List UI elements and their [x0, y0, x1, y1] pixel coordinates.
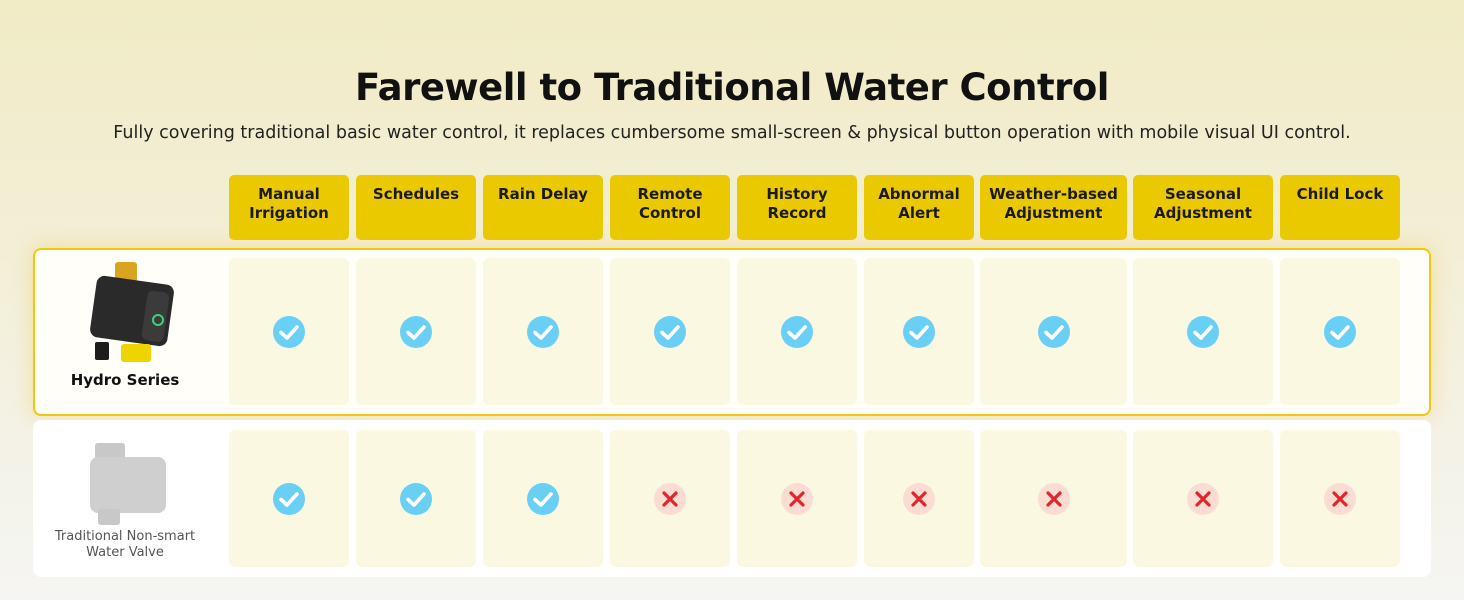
- cell: [483, 258, 603, 405]
- check-circle: [273, 315, 305, 348]
- column-header: History Record: [737, 175, 857, 240]
- check-icon: [1324, 315, 1356, 348]
- check-mark: [533, 491, 553, 507]
- cross-icon: [1324, 482, 1356, 515]
- check-circle: [654, 315, 686, 348]
- cell: [1133, 430, 1273, 567]
- cell: [980, 430, 1127, 567]
- cell: [610, 258, 730, 405]
- check-icon: [400, 482, 432, 515]
- yellow-outlet: [121, 344, 151, 362]
- check-icon: [527, 315, 559, 348]
- column-header: Rain Delay: [483, 175, 603, 240]
- check-circle: [400, 482, 432, 515]
- cell: [356, 258, 476, 405]
- column-header: Remote Control: [610, 175, 730, 240]
- check-icon: [781, 315, 813, 348]
- check-icon: [273, 315, 305, 348]
- valve-bottom: [98, 509, 120, 525]
- check-circle: [1037, 315, 1070, 348]
- check-icon: [1187, 315, 1219, 348]
- cross-mark: [1332, 490, 1348, 507]
- check-icon: [273, 482, 305, 515]
- check-mark: [1330, 324, 1350, 340]
- cell: [864, 430, 974, 567]
- check-circle: [400, 315, 432, 348]
- column-header: Weather-based Adjustment: [980, 175, 1127, 240]
- valve-top: [95, 443, 125, 459]
- check-mark: [406, 324, 426, 340]
- brass-connector: [115, 262, 137, 282]
- column-header: Child Lock: [1280, 175, 1400, 240]
- cell: [229, 430, 349, 567]
- cell: [737, 258, 857, 405]
- check-circle: [527, 482, 559, 515]
- check-icon: [400, 315, 432, 348]
- cross-icon: [903, 482, 935, 515]
- cross-icon: [654, 482, 686, 515]
- cross-mark: [911, 490, 927, 507]
- cell: [483, 430, 603, 567]
- title: Farewell to Traditional Water Control: [355, 66, 1109, 109]
- check-circle: [781, 315, 813, 348]
- cell: [356, 430, 476, 567]
- check-icon: [654, 315, 686, 348]
- check-mark: [279, 324, 299, 340]
- check-mark: [1043, 324, 1064, 340]
- column-header: Manual Irrigation: [229, 175, 349, 240]
- cell: [1133, 258, 1273, 405]
- cell: [980, 258, 1127, 405]
- check-mark: [787, 324, 807, 340]
- cross-mark: [1045, 490, 1062, 507]
- cell: [864, 258, 974, 405]
- row-label: Traditional Non-smart Water Valve: [54, 529, 196, 560]
- led: [152, 314, 164, 326]
- check-icon: [903, 315, 935, 348]
- check-circle: [527, 315, 559, 348]
- cross-mark: [1195, 490, 1211, 507]
- cell: [610, 430, 730, 567]
- cell: [1280, 258, 1400, 405]
- column-header: Abnormal Alert: [864, 175, 974, 240]
- column-header: Schedules: [356, 175, 476, 240]
- check-mark: [279, 491, 299, 507]
- check-icon: [527, 482, 559, 515]
- check-mark: [1193, 324, 1213, 340]
- valve-icon: [90, 443, 166, 525]
- cross-mark: [662, 490, 678, 507]
- cross-icon: [1037, 482, 1070, 515]
- check-mark: [909, 324, 929, 340]
- row-label: Hydro Series: [70, 371, 180, 389]
- check-circle: [1324, 315, 1356, 348]
- subtitle: Fully covering traditional basic water c…: [113, 123, 1351, 143]
- check-mark: [406, 491, 426, 507]
- check-circle: [903, 315, 935, 348]
- check-circle: [1187, 315, 1219, 348]
- check-mark: [660, 324, 680, 340]
- cell: [737, 430, 857, 567]
- cross-mark: [789, 490, 805, 507]
- column-header: Seasonal Adjustment: [1133, 175, 1273, 240]
- check-circle: [273, 482, 305, 515]
- cell: [1280, 430, 1400, 567]
- check-mark: [533, 324, 553, 340]
- cross-icon: [781, 482, 813, 515]
- valve-body: [90, 457, 166, 513]
- check-icon: [1037, 315, 1070, 348]
- hydro-device-icon: [90, 262, 174, 362]
- cross-icon: [1187, 482, 1219, 515]
- cell: [229, 258, 349, 405]
- port: [95, 342, 109, 360]
